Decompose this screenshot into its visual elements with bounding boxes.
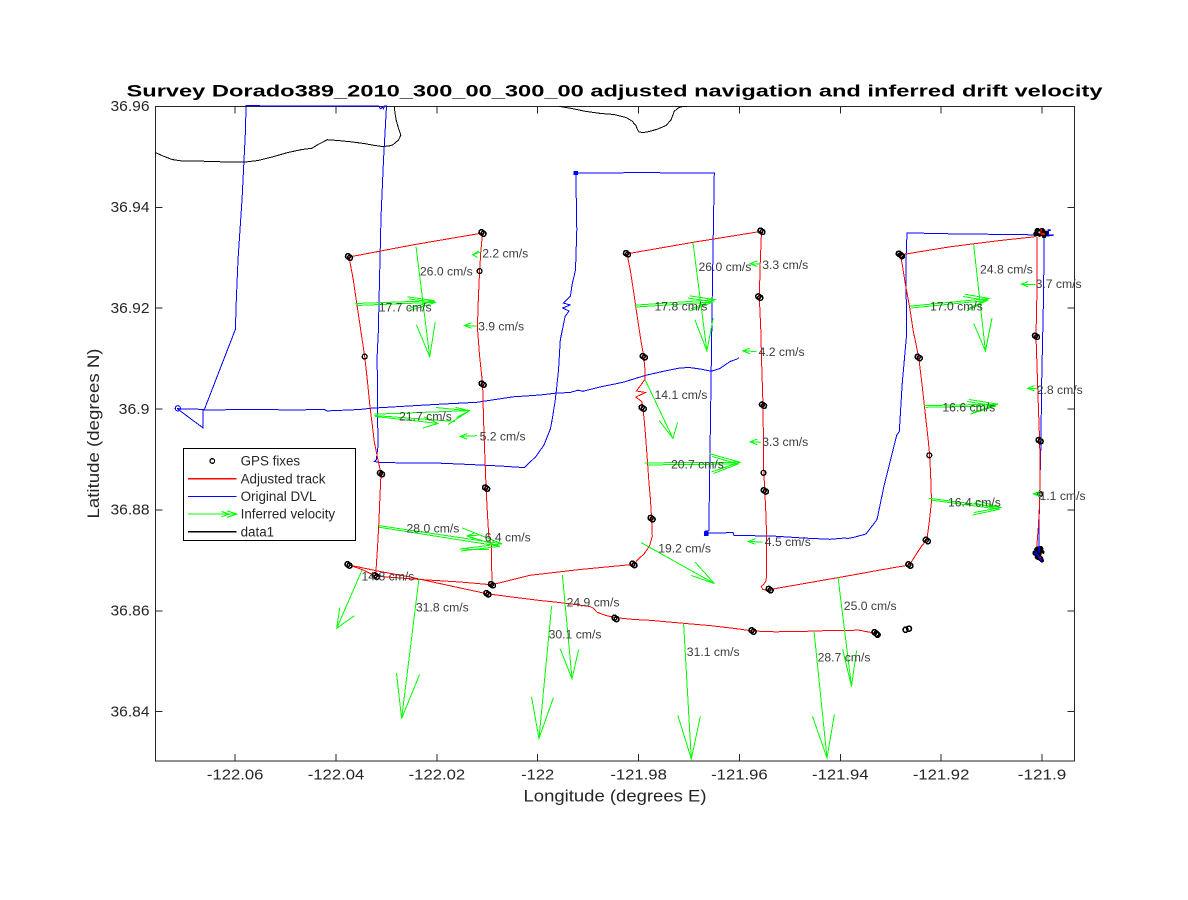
svg-text:17.0 cm/s: 17.0 cm/s (930, 300, 983, 314)
svg-text:Adjusted track: Adjusted track (241, 471, 326, 486)
svg-text:26.0 cm/s: 26.0 cm/s (420, 265, 473, 279)
svg-text:36.96: 36.96 (111, 99, 150, 115)
svg-text:data1: data1 (241, 524, 275, 539)
svg-text:-121.96: -121.96 (711, 768, 768, 784)
svg-text:25.0 cm/s: 25.0 cm/s (844, 599, 897, 613)
svg-text:GPS fixes: GPS fixes (241, 454, 301, 469)
svg-text:24.8 cm/s: 24.8 cm/s (980, 263, 1033, 277)
svg-text:17.7 cm/s: 17.7 cm/s (379, 301, 432, 315)
svg-text:-121.9: -121.9 (1018, 768, 1067, 784)
svg-text:3.7 cm/s: 3.7 cm/s (1036, 277, 1082, 291)
svg-text:36.9: 36.9 (119, 402, 150, 418)
svg-text:Longitude (degrees E): Longitude (degrees E) (524, 787, 707, 806)
svg-text:16.4 cm/s: 16.4 cm/s (948, 495, 1001, 509)
svg-text:2.8 cm/s: 2.8 cm/s (1037, 383, 1083, 397)
svg-text:1.1 cm/s: 1.1 cm/s (1040, 489, 1086, 503)
svg-text:26.0 cm/s: 26.0 cm/s (699, 260, 752, 274)
svg-text:6.4 cm/s: 6.4 cm/s (485, 531, 531, 545)
svg-text:28.7 cm/s: 28.7 cm/s (818, 651, 871, 665)
svg-text:-122.04: -122.04 (308, 768, 365, 784)
svg-text:14.1 cm/s: 14.1 cm/s (655, 388, 708, 402)
svg-text:-121.94: -121.94 (812, 768, 869, 784)
svg-text:31.1 cm/s: 31.1 cm/s (687, 645, 740, 659)
svg-text:30.1 cm/s: 30.1 cm/s (549, 628, 602, 642)
svg-text:17.8 cm/s: 17.8 cm/s (655, 300, 708, 314)
svg-text:36.84: 36.84 (111, 704, 150, 720)
svg-text:28.0 cm/s: 28.0 cm/s (407, 522, 460, 536)
svg-text:14.8 cm/s: 14.8 cm/s (362, 570, 415, 584)
svg-text:36.86: 36.86 (111, 604, 150, 620)
svg-text:Inferred velocity: Inferred velocity (241, 507, 336, 522)
svg-text:19.2 cm/s: 19.2 cm/s (658, 542, 711, 556)
svg-text:-122.02: -122.02 (409, 768, 466, 784)
svg-text:-121.98: -121.98 (610, 768, 667, 784)
svg-text:24.9 cm/s: 24.9 cm/s (567, 595, 620, 609)
svg-text:-122: -122 (521, 768, 554, 784)
svg-text:2.2 cm/s: 2.2 cm/s (482, 247, 528, 261)
svg-text:3.3 cm/s: 3.3 cm/s (762, 258, 808, 272)
svg-text:36.94: 36.94 (111, 200, 150, 216)
svg-text:3.3 cm/s: 3.3 cm/s (762, 435, 808, 449)
svg-text:21.7 cm/s: 21.7 cm/s (399, 410, 452, 424)
svg-text:Original DVL: Original DVL (241, 489, 317, 504)
svg-text:Latitude (degrees N): Latitude (degrees N) (84, 349, 103, 519)
svg-text:16.6 cm/s: 16.6 cm/s (942, 400, 995, 414)
svg-text:20.7 cm/s: 20.7 cm/s (671, 458, 724, 472)
svg-text:-122.06: -122.06 (207, 768, 264, 784)
svg-text:31.8 cm/s: 31.8 cm/s (416, 601, 469, 615)
svg-text:Survey Dorado389_2010_300_00_3: Survey Dorado389_2010_300_00_300_00 adju… (127, 83, 1104, 101)
svg-text:4.5 cm/s: 4.5 cm/s (765, 535, 811, 549)
svg-text:-121.92: -121.92 (913, 768, 970, 784)
svg-text:36.92: 36.92 (111, 301, 150, 317)
svg-text:5.2 cm/s: 5.2 cm/s (480, 430, 526, 444)
svg-text:3.9 cm/s: 3.9 cm/s (478, 320, 524, 334)
svg-text:4.2 cm/s: 4.2 cm/s (759, 345, 805, 359)
svg-text:36.88: 36.88 (111, 503, 150, 519)
